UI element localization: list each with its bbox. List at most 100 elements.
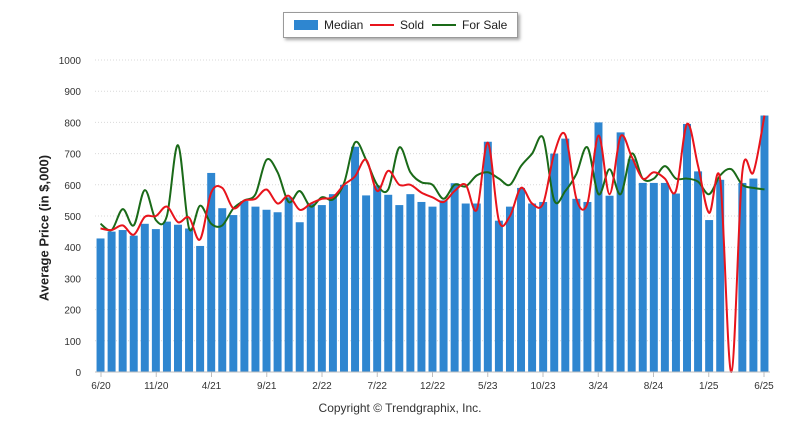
legend-label-sold: Sold bbox=[400, 18, 425, 32]
median-bar bbox=[738, 182, 747, 372]
legend-label-for-sale: For Sale bbox=[462, 18, 508, 32]
legend-item-sold[interactable]: Sold bbox=[370, 13, 424, 37]
median-bar bbox=[428, 206, 437, 372]
y-tick-label: 700 bbox=[64, 150, 81, 161]
median-bar bbox=[561, 138, 570, 372]
y-tick-label: 200 bbox=[64, 306, 81, 317]
median-bar bbox=[472, 203, 481, 372]
median-bar bbox=[284, 197, 293, 372]
median-bar bbox=[660, 182, 669, 372]
median-bar bbox=[185, 228, 194, 372]
median-bar bbox=[505, 206, 514, 372]
x-tick-label: 11/20 bbox=[144, 381, 169, 392]
median-bar bbox=[295, 222, 304, 372]
median-bar bbox=[251, 206, 260, 372]
median-bar bbox=[273, 212, 282, 372]
median-bar bbox=[694, 171, 703, 372]
x-tick-label: 7/22 bbox=[368, 381, 388, 392]
median-bar bbox=[649, 182, 658, 372]
y-tick-label: 300 bbox=[64, 274, 81, 285]
median-bar bbox=[384, 194, 393, 372]
median-bar bbox=[174, 224, 182, 372]
median-bar bbox=[749, 178, 758, 372]
x-tick-label: 12/22 bbox=[420, 381, 445, 392]
legend-swatch-median bbox=[294, 20, 318, 30]
x-axis-ticks: 6/20 11/20 4/21 9/21 2/22 7/22 12/22 5/23 10/23 3… bbox=[91, 372, 774, 392]
median-bar bbox=[671, 193, 680, 372]
median-bar bbox=[716, 179, 725, 372]
x-tick-label: 3/24 bbox=[589, 381, 609, 392]
median-bar bbox=[539, 201, 548, 372]
median-bar bbox=[450, 183, 459, 372]
median-bar bbox=[517, 187, 526, 372]
median-bar bbox=[162, 221, 171, 372]
median-bar bbox=[417, 201, 426, 372]
median-bar bbox=[362, 195, 371, 372]
median-bars bbox=[96, 115, 769, 373]
median-bar bbox=[151, 229, 160, 372]
legend-item-for-sale[interactable]: For Sale bbox=[432, 13, 507, 37]
median-bar bbox=[483, 141, 492, 372]
median-bar bbox=[439, 200, 448, 372]
legend: Median Sold For Sale bbox=[283, 12, 518, 38]
median-bar bbox=[207, 172, 216, 372]
copyright-text: Copyright © Trendgraphix, Inc. bbox=[318, 401, 482, 415]
legend-label-median: Median bbox=[324, 18, 364, 32]
median-bar bbox=[373, 185, 382, 372]
median-bar bbox=[196, 245, 205, 372]
x-tick-label: 6/20 bbox=[91, 381, 111, 392]
median-bar bbox=[627, 159, 636, 372]
median-bar bbox=[461, 203, 470, 372]
x-tick-label: 9/21 bbox=[257, 381, 277, 392]
median-bar bbox=[129, 235, 138, 372]
median-bar bbox=[262, 209, 271, 372]
median-bar bbox=[107, 231, 116, 372]
x-tick-label: 4/21 bbox=[202, 381, 222, 392]
median-bar bbox=[583, 201, 592, 372]
median-bar bbox=[351, 146, 360, 372]
x-tick-label: 5/23 bbox=[478, 381, 498, 392]
median-bar bbox=[306, 203, 315, 372]
y-tick-label: 800 bbox=[64, 118, 81, 129]
median-bar bbox=[616, 132, 625, 372]
y-tick-label: 400 bbox=[64, 243, 81, 254]
median-bar bbox=[528, 203, 537, 372]
y-axis-label: Average Price (in $,000) bbox=[36, 154, 52, 302]
median-bar bbox=[638, 182, 647, 372]
line-series bbox=[99, 115, 766, 374]
median-bar bbox=[395, 205, 404, 372]
median-bar bbox=[705, 220, 714, 372]
median-bar bbox=[339, 184, 348, 372]
median-bar bbox=[572, 198, 581, 372]
y-tick-label: 100 bbox=[64, 337, 81, 348]
median-bar bbox=[406, 194, 415, 372]
median-bar bbox=[229, 215, 238, 372]
median-bar bbox=[550, 153, 559, 372]
median-bar bbox=[96, 238, 105, 372]
x-tick-label: 1/25 bbox=[699, 381, 719, 392]
y-tick-label: 900 bbox=[64, 87, 81, 98]
y-tick-label: 500 bbox=[64, 212, 81, 223]
legend-swatch-for-sale bbox=[432, 24, 456, 26]
y-tick-label: 1000 bbox=[59, 56, 82, 67]
sold-line bbox=[100, 115, 766, 374]
legend-swatch-sold bbox=[370, 24, 394, 26]
x-tick-label: 2/22 bbox=[312, 381, 332, 392]
x-tick-label: 6/25 bbox=[754, 381, 774, 392]
median-bar bbox=[328, 194, 337, 372]
median-bar bbox=[683, 123, 691, 373]
median-bar bbox=[594, 122, 603, 373]
median-bar bbox=[760, 115, 769, 372]
median-bar bbox=[118, 230, 127, 372]
median-bar bbox=[605, 195, 614, 372]
x-tick-label: 10/23 bbox=[530, 381, 555, 392]
legend-item-median[interactable]: Median bbox=[294, 13, 363, 37]
y-tick-label: 600 bbox=[64, 181, 81, 192]
y-axis-ticks: 0 100 200 300 400 500 600 700 800 900 1000 bbox=[59, 56, 82, 379]
median-bar bbox=[240, 201, 249, 372]
for-sale-line bbox=[99, 135, 765, 232]
median-bar bbox=[494, 220, 503, 372]
median-bar bbox=[317, 205, 326, 372]
x-tick-label: 8/24 bbox=[644, 381, 664, 392]
